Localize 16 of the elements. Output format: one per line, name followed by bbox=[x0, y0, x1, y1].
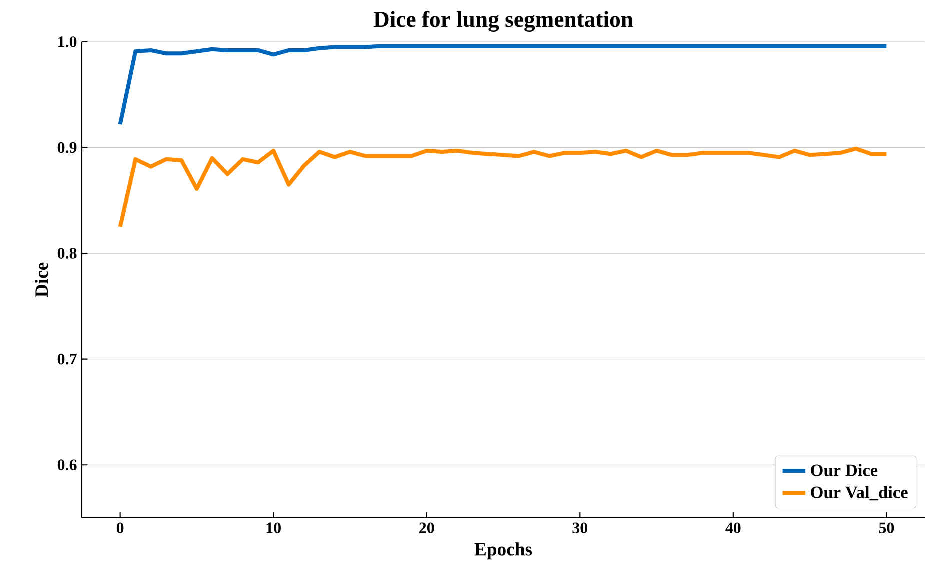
legend-label: Our Dice bbox=[811, 464, 878, 476]
y-tick-label: 0.7 bbox=[58, 354, 77, 365]
x-axis-title: Epochs bbox=[474, 542, 532, 560]
x-tick-label: 0 bbox=[116, 522, 124, 534]
y-tick-label: 0.9 bbox=[58, 142, 77, 154]
x-tick-label: 20 bbox=[420, 522, 434, 534]
chart-title: Dice for lung segmentation bbox=[374, 11, 634, 32]
y-tick-label: 0.6 bbox=[58, 460, 77, 471]
y-axis-title: Dice bbox=[35, 262, 48, 298]
y-tick-label: 0.8 bbox=[58, 248, 77, 259]
x-tick-label: 50 bbox=[879, 522, 894, 534]
legend-label: Our Val_dice bbox=[811, 486, 908, 501]
y-tick-label: 1.0 bbox=[58, 36, 77, 48]
x-tick-label: 30 bbox=[572, 522, 588, 534]
x-tick-label: 10 bbox=[266, 522, 281, 534]
x-tick-label: 40 bbox=[726, 522, 741, 534]
